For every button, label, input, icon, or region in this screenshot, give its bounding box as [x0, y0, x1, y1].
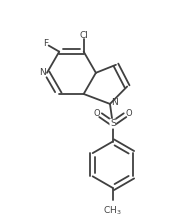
Text: O: O — [93, 109, 100, 118]
Text: O: O — [126, 109, 133, 118]
Text: CH$_3$: CH$_3$ — [103, 204, 122, 217]
Text: N: N — [111, 98, 118, 107]
Text: N: N — [39, 68, 46, 77]
Text: Cl: Cl — [79, 31, 88, 40]
Text: F: F — [43, 39, 48, 48]
Text: S: S — [110, 119, 116, 128]
